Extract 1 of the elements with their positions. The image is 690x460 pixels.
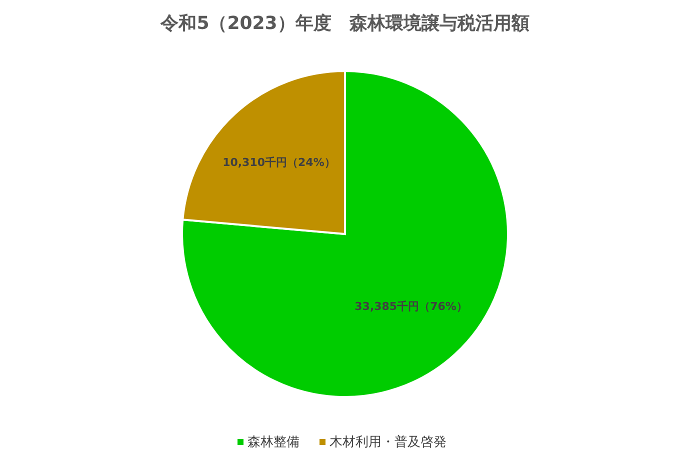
title: 令和5（2023）年度 森林環境譲与税活用額 xyxy=(160,13,530,34)
